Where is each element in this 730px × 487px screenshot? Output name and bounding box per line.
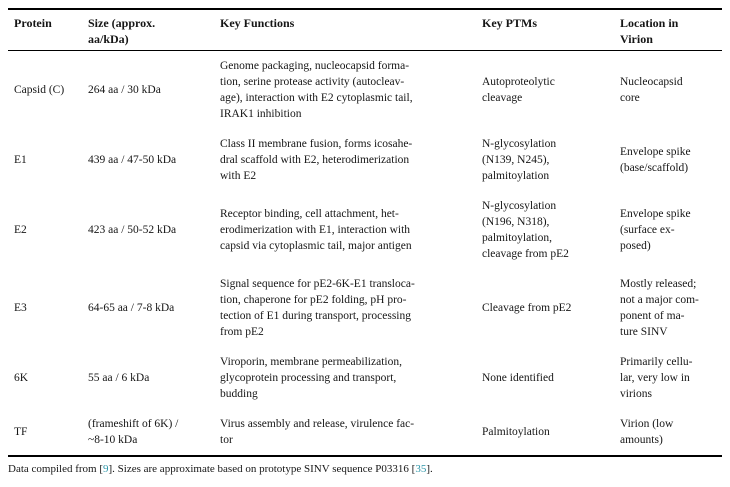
cell-functions: Receptor binding, cell attachment, het- … — [220, 208, 412, 252]
cell-functions: Signal sequence for pE2-6K-E1 transloca-… — [220, 278, 415, 338]
cell-protein: TF — [14, 426, 28, 438]
cell-location: Primarily cellu- lar, very low in virion… — [620, 356, 693, 400]
table-row-capsid: Capsid (C) 264 aa / 30 kDa Genome packag… — [8, 51, 722, 130]
protein-table: Protein Size (approx. aa/kDa) Key Functi… — [8, 8, 722, 457]
col-header-location: Location in Virion — [620, 9, 722, 51]
cell-size: 264 aa / 30 kDa — [88, 84, 161, 96]
cell-size: 55 aa / 6 kDa — [88, 372, 150, 384]
cell-protein: E1 — [14, 154, 27, 166]
cell-ptms: N-glycosylation (N196, N318), palmitoyla… — [482, 200, 569, 260]
cell-ptms: Palmitoylation — [482, 426, 550, 438]
cell-location: Envelope spike (surface ex- posed) — [620, 208, 691, 252]
cell-protein: 6K — [14, 372, 29, 384]
cell-size: (frameshift of 6K) / ~8-10 kDa — [88, 418, 179, 446]
col-header-ptms: Key PTMs — [482, 9, 620, 51]
footnote-text: ]. Sizes are approximate based on protot… — [108, 463, 416, 475]
cell-size: 439 aa / 47-50 kDa — [88, 154, 177, 166]
cell-functions: Virus assembly and release, virulence fa… — [220, 418, 415, 446]
citation-ref-35[interactable]: 35 — [415, 463, 427, 475]
col-header-protein: Protein — [8, 9, 88, 51]
footnote-text: ]. — [426, 463, 433, 475]
cell-location: Mostly released; not a major com- ponent… — [620, 278, 699, 338]
cell-protein: E2 — [14, 224, 27, 236]
table-row-tf: TF (frameshift of 6K) / ~8-10 kDa Virus … — [8, 409, 722, 456]
cell-protein: Capsid (C) — [14, 84, 65, 96]
cell-functions: Class II membrane fusion, forms icosahe-… — [220, 138, 413, 182]
cell-size: 64-65 aa / 7-8 kDa — [88, 302, 175, 314]
col-header-size: Size (approx. aa/kDa) — [88, 9, 220, 51]
cell-location: Virion (low amounts) — [620, 418, 674, 446]
table-row-e1: E1 439 aa / 47-50 kDa Class II membrane … — [8, 129, 722, 191]
cell-location: Nucleocapsid core — [620, 76, 683, 104]
footnote-text: Data compiled from [ — [8, 463, 103, 475]
col-header-functions: Key Functions — [220, 9, 482, 51]
table-row-e3: E3 64-65 aa / 7-8 kDa Signal sequence fo… — [8, 269, 722, 347]
cell-protein: E3 — [14, 302, 27, 314]
cell-size: 423 aa / 50-52 kDa — [88, 224, 177, 236]
table-figure: Protein Size (approx. aa/kDa) Key Functi… — [8, 8, 722, 476]
table-row-e2: E2 423 aa / 50-52 kDa Receptor binding, … — [8, 191, 722, 269]
header-row: Protein Size (approx. aa/kDa) Key Functi… — [8, 9, 722, 51]
cell-location: Envelope spike (base/scaffold) — [620, 146, 691, 174]
cell-functions: Viroporin, membrane permeabilization, gl… — [220, 356, 402, 400]
cell-ptms: N-glycosylation (N139, N245), palmitoyla… — [482, 138, 557, 182]
cell-ptms: Cleavage from pE2 — [482, 302, 572, 314]
table-row-6k: 6K 55 aa / 6 kDa Viroporin, membrane per… — [8, 347, 722, 409]
cell-ptms: Autoproteolytic cleavage — [482, 76, 555, 104]
cell-ptms: None identified — [482, 372, 554, 384]
table-footnote: Data compiled from [9]. Sizes are approx… — [8, 462, 722, 476]
citation-ref-9[interactable]: 9 — [103, 463, 109, 475]
cell-functions: Genome packaging, nucleocapsid forma- ti… — [220, 60, 413, 120]
